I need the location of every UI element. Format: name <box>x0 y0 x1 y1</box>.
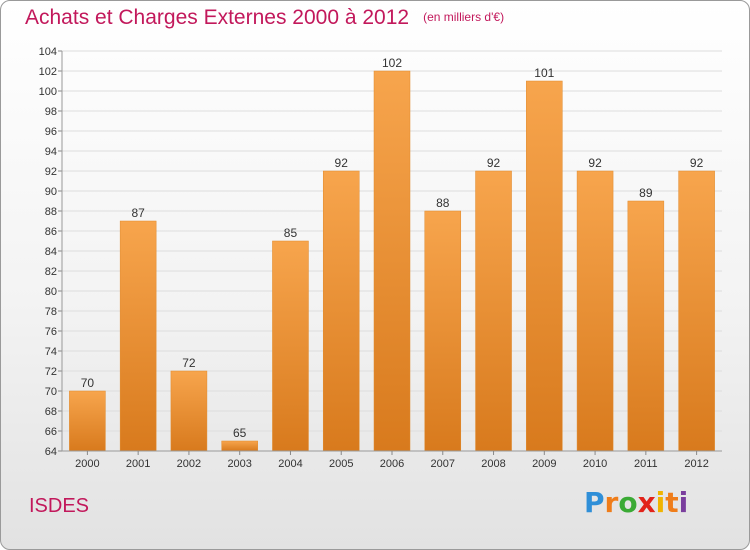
bar-value-label: 92 <box>335 156 349 170</box>
y-tick-label: 90 <box>45 186 57 198</box>
bar-value-label: 70 <box>81 376 95 390</box>
y-tick-label: 100 <box>39 86 57 98</box>
y-tick-label: 86 <box>45 226 57 238</box>
y-tick-label: 84 <box>45 246 57 258</box>
bar-2000 <box>69 390 106 452</box>
y-tick-label: 80 <box>45 286 57 298</box>
commune-name: ISDES <box>29 495 90 517</box>
chart-title: Achats et Charges Externes 2000 à 2012 (e… <box>25 6 504 30</box>
y-tick-label: 96 <box>45 126 57 138</box>
proxiti-logo: Proxiti <box>584 486 689 519</box>
x-tick-label: 2011 <box>634 458 658 470</box>
y-tick-label: 88 <box>45 206 57 218</box>
bar-2004 <box>272 240 309 452</box>
chart-title-text: Achats et Charges Externes 2000 à 2012 <box>25 6 410 29</box>
bar-value-label: 92 <box>588 156 602 170</box>
x-tick-label: 2010 <box>583 458 607 470</box>
bar-value-label: 92 <box>690 156 704 170</box>
x-tick-label: 2000 <box>75 458 99 470</box>
x-tick-label: 2002 <box>177 458 201 470</box>
y-tick-label: 76 <box>45 326 57 338</box>
y-tick-label: 66 <box>45 426 57 438</box>
bar-2010 <box>576 170 614 452</box>
y-tick-label: 72 <box>45 366 57 378</box>
bar-2009 <box>526 80 563 452</box>
bar-value-label: 65 <box>233 426 247 440</box>
bar-value-label: 102 <box>382 56 402 70</box>
chart-unit-label: (en milliers d'€) <box>423 10 505 24</box>
y-tick-label: 74 <box>45 346 57 358</box>
y-tick-label: 78 <box>45 306 57 318</box>
bars: 70 87 72 65 85 92 102 88 92 101 92 89 92 <box>69 56 715 452</box>
y-tick-label: 64 <box>45 446 57 458</box>
bar-value-label: 85 <box>284 226 298 240</box>
bar-2007 <box>424 210 462 452</box>
bar-value-label: 92 <box>487 156 501 170</box>
y-tick-label: 98 <box>45 106 57 118</box>
bar-2003 <box>221 440 258 452</box>
y-tick-label: 102 <box>39 66 57 78</box>
y-tick-label: 104 <box>39 46 57 58</box>
x-tick-label: 2007 <box>431 458 455 470</box>
bar-value-label: 87 <box>131 206 145 220</box>
y-tick-label: 82 <box>45 266 57 278</box>
y-tick-label: 92 <box>45 166 57 178</box>
y-tick-label: 68 <box>45 406 57 418</box>
x-tick-label: 2003 <box>227 458 251 470</box>
bar-2006 <box>373 70 411 452</box>
axes: 64 66 68 70 72 74 76 78 80 82 84 86 88 90 92 94 96 98 100 1… <box>39 46 722 470</box>
x-tick-label: 2008 <box>481 458 505 470</box>
bar-2012 <box>678 170 715 452</box>
bar-2002 <box>170 370 208 452</box>
y-tick-label: 70 <box>45 386 57 398</box>
bar-value-label: 89 <box>639 186 653 200</box>
bar-value-label: 101 <box>534 66 554 80</box>
x-tick-label: 2009 <box>532 458 556 470</box>
bar-value-label: 72 <box>182 356 196 370</box>
x-tick-label: 2006 <box>380 458 404 470</box>
bar-2005 <box>322 170 360 452</box>
x-tick-label: 2012 <box>684 458 708 470</box>
y-tick-label: 94 <box>45 146 57 158</box>
bar-2001 <box>119 220 157 452</box>
x-tick-label: 2004 <box>278 458 302 470</box>
bar-value-label: 88 <box>436 196 450 210</box>
x-tick-label: 2005 <box>329 458 353 470</box>
bar-2011 <box>627 200 665 452</box>
bar-2008 <box>475 170 512 452</box>
x-tick-label: 2001 <box>126 458 150 470</box>
